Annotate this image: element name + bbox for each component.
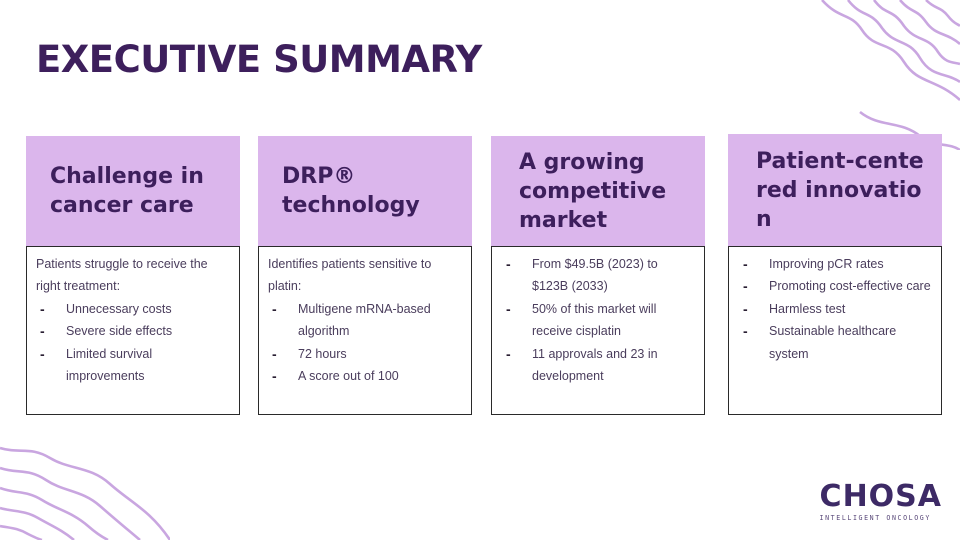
- list-item: Limited survival improvements: [36, 343, 231, 388]
- list-item: From $49.5B (2023) to $123B (2033): [502, 253, 696, 298]
- summary-card-market: A growing competitive market From $49.5B…: [491, 136, 705, 415]
- list-item: 11 approvals and 23 in development: [502, 343, 696, 388]
- list-item: 50% of this market will receive cisplati…: [502, 298, 696, 343]
- card-intro-text: Patients struggle to receive the right t…: [36, 257, 208, 294]
- bullet-list: Improving pCR rates Promoting cost-effec…: [739, 253, 933, 365]
- bullet-list: Unnecessary costs Severe side effects Li…: [36, 298, 231, 388]
- list-item: Unnecessary costs: [36, 298, 231, 321]
- card-heading-box: Patient-cente red innovation: [728, 134, 942, 246]
- company-logo: CHOSA INTELLIGENT ONCOLOGY: [819, 479, 942, 523]
- card-heading-box: Challenge in cancer care: [26, 136, 240, 246]
- summary-card-technology: DRP® technology Identifies patients sens…: [258, 136, 472, 415]
- bullet-list: From $49.5B (2023) to $123B (2033) 50% o…: [502, 253, 696, 387]
- summary-card-innovation: Patient-cente red innovation Improving p…: [728, 134, 942, 415]
- list-item: Sustainable healthcare system: [739, 320, 933, 365]
- card-heading: DRP® technology: [282, 164, 420, 218]
- card-body: Improving pCR rates Promoting cost-effec…: [728, 246, 942, 415]
- logo-tagline: INTELLIGENT ONCOLOGY: [819, 514, 931, 522]
- wave-lines-decoration-top: [821, 0, 960, 150]
- list-item: 72 hours: [268, 343, 463, 366]
- card-heading: Patient-cente red innovation: [756, 148, 924, 232]
- card-body: From $49.5B (2023) to $123B (2033) 50% o…: [491, 246, 705, 415]
- card-heading: A growing competitive market: [519, 149, 667, 233]
- card-body: Identifies patients sensitive to platin:…: [258, 246, 472, 415]
- list-item: A score out of 100: [268, 365, 463, 388]
- list-item: Severe side effects: [36, 320, 231, 343]
- bullet-list: Multigene mRNA-based algorithm 72 hours …: [268, 298, 463, 388]
- wave-lines-decoration-bottom: [0, 446, 170, 540]
- card-heading-box: A growing competitive market: [491, 136, 705, 246]
- card-heading: Challenge in cancer care: [50, 164, 204, 218]
- list-item: Promoting cost-effective care: [739, 275, 933, 298]
- page-title: EXECUTIVE SUMMARY: [36, 38, 482, 81]
- list-item: Harmless test: [739, 298, 933, 321]
- list-item: Multigene mRNA-based algorithm: [268, 298, 463, 343]
- summary-card-challenge: Challenge in cancer care Patients strugg…: [26, 136, 240, 415]
- card-intro-text: Identifies patients sensitive to platin:: [268, 257, 432, 294]
- card-body: Patients struggle to receive the right t…: [26, 246, 240, 415]
- list-item: Improving pCR rates: [739, 253, 933, 276]
- logo-wordmark: CHOSA: [819, 479, 942, 514]
- card-heading-box: DRP® technology: [258, 136, 472, 246]
